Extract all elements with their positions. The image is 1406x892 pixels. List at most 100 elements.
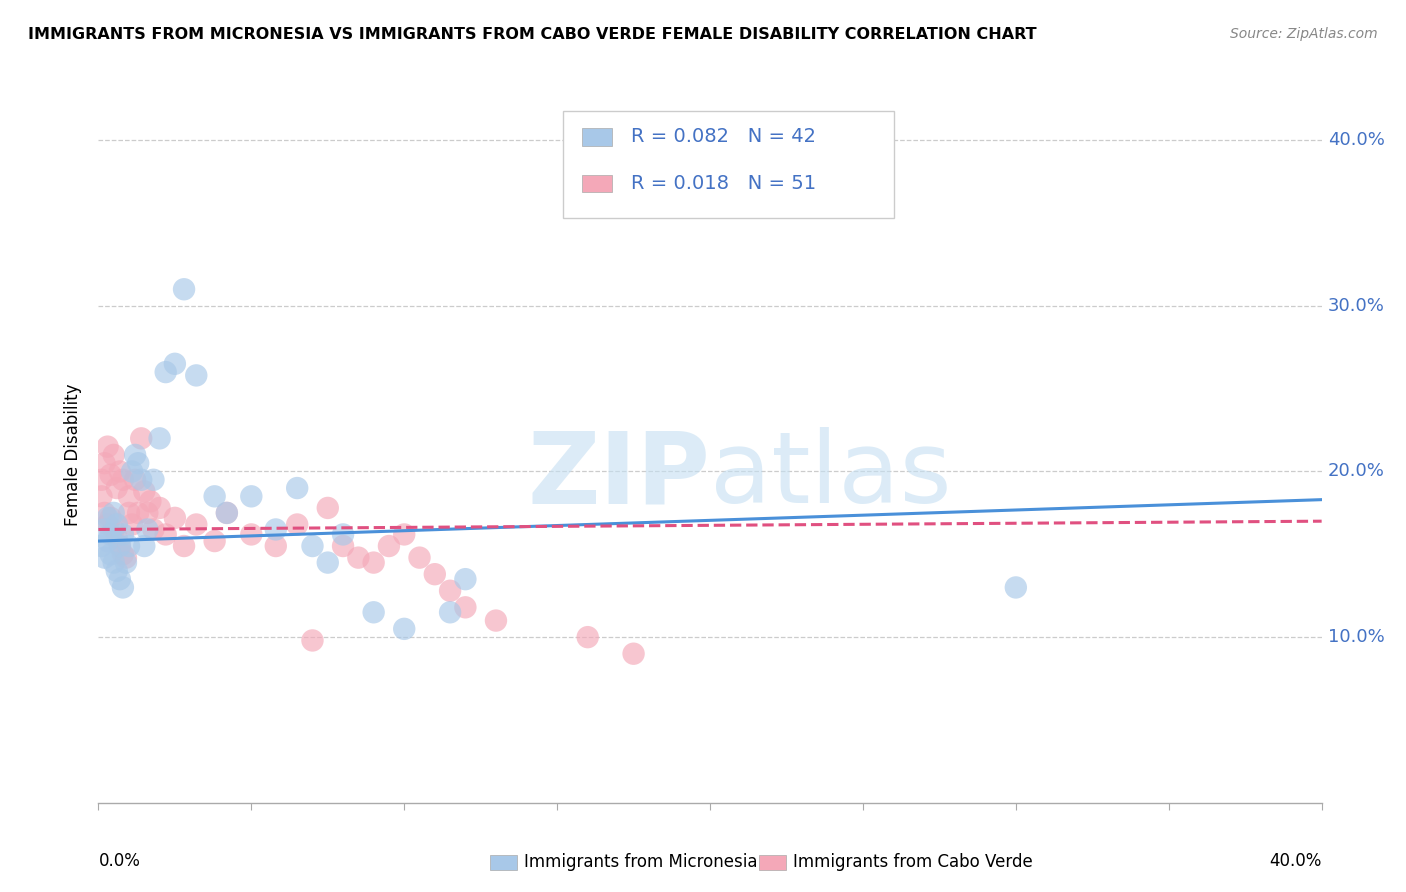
- Point: [439, 583, 461, 598]
- Point: [100, 467, 122, 482]
- Text: 20.0%: 20.0%: [1327, 462, 1385, 481]
- Point: [149, 500, 172, 515]
- Point: [454, 600, 477, 615]
- Point: [173, 282, 195, 296]
- Point: [103, 448, 125, 462]
- Point: [105, 481, 128, 495]
- Point: [1004, 581, 1026, 595]
- Point: [301, 633, 323, 648]
- Bar: [759, 855, 786, 871]
- Point: [100, 511, 122, 525]
- Point: [454, 572, 477, 586]
- Point: [155, 365, 177, 379]
- Point: [93, 550, 115, 565]
- Point: [215, 506, 238, 520]
- Point: [134, 484, 156, 499]
- Point: [392, 527, 416, 541]
- Point: [186, 517, 208, 532]
- Point: [103, 506, 125, 520]
- Point: [93, 506, 115, 520]
- Point: [93, 456, 115, 470]
- Bar: [489, 855, 517, 871]
- Point: [108, 539, 131, 553]
- Bar: [582, 128, 612, 145]
- Point: [90, 473, 112, 487]
- Point: [623, 647, 645, 661]
- Text: Source: ZipAtlas.com: Source: ZipAtlas.com: [1230, 27, 1378, 41]
- Point: [121, 465, 143, 479]
- Point: [439, 605, 461, 619]
- Point: [90, 539, 112, 553]
- Text: Immigrants from Cabo Verde: Immigrants from Cabo Verde: [793, 853, 1033, 871]
- Point: [363, 556, 385, 570]
- Point: [136, 523, 159, 537]
- Point: [100, 547, 122, 561]
- Point: [423, 567, 446, 582]
- Text: ZIP: ZIP: [527, 427, 710, 524]
- Point: [142, 473, 165, 487]
- Point: [129, 431, 152, 445]
- Point: [301, 539, 323, 553]
- Point: [105, 531, 128, 545]
- Point: [392, 622, 416, 636]
- Point: [127, 456, 149, 470]
- Text: IMMIGRANTS FROM MICRONESIA VS IMMIGRANTS FROM CABO VERDE FEMALE DISABILITY CORRE: IMMIGRANTS FROM MICRONESIA VS IMMIGRANTS…: [28, 27, 1036, 42]
- Text: 30.0%: 30.0%: [1327, 297, 1385, 315]
- Bar: [582, 175, 612, 193]
- Point: [127, 506, 149, 520]
- Point: [115, 556, 138, 570]
- Point: [485, 614, 508, 628]
- Point: [134, 539, 156, 553]
- Point: [93, 523, 115, 537]
- Text: 0.0%: 0.0%: [98, 852, 141, 870]
- Point: [363, 605, 385, 619]
- Point: [240, 489, 263, 503]
- Point: [316, 556, 339, 570]
- Point: [378, 539, 401, 553]
- Point: [285, 481, 308, 495]
- Point: [121, 517, 143, 532]
- Text: Immigrants from Micronesia: Immigrants from Micronesia: [524, 853, 758, 871]
- Point: [111, 581, 134, 595]
- Point: [111, 547, 134, 561]
- Point: [240, 527, 263, 541]
- Point: [111, 527, 134, 541]
- Text: 10.0%: 10.0%: [1327, 628, 1385, 646]
- Point: [108, 539, 131, 553]
- Point: [124, 473, 146, 487]
- Point: [204, 489, 226, 503]
- Point: [163, 511, 186, 525]
- Point: [118, 539, 141, 553]
- Text: 40.0%: 40.0%: [1270, 852, 1322, 870]
- Point: [105, 564, 128, 578]
- Point: [155, 527, 177, 541]
- Text: R = 0.082   N = 42: R = 0.082 N = 42: [630, 128, 815, 146]
- Point: [103, 523, 125, 537]
- Point: [264, 539, 287, 553]
- Point: [105, 517, 128, 532]
- Point: [576, 630, 599, 644]
- Text: 40.0%: 40.0%: [1327, 131, 1385, 149]
- Point: [97, 511, 120, 525]
- Point: [124, 448, 146, 462]
- Point: [108, 465, 131, 479]
- Point: [408, 550, 430, 565]
- Point: [97, 517, 120, 532]
- Y-axis label: Female Disability: Female Disability: [65, 384, 83, 526]
- Point: [285, 517, 308, 532]
- FancyBboxPatch shape: [564, 111, 894, 219]
- Point: [173, 539, 195, 553]
- Point: [204, 534, 226, 549]
- Point: [332, 527, 354, 541]
- Point: [142, 523, 165, 537]
- Point: [264, 523, 287, 537]
- Point: [136, 506, 159, 520]
- Point: [108, 572, 131, 586]
- Point: [118, 506, 141, 520]
- Point: [215, 506, 238, 520]
- Text: R = 0.018   N = 51: R = 0.018 N = 51: [630, 174, 815, 193]
- Point: [347, 550, 370, 565]
- Point: [97, 534, 120, 549]
- Point: [115, 550, 138, 565]
- Point: [90, 489, 112, 503]
